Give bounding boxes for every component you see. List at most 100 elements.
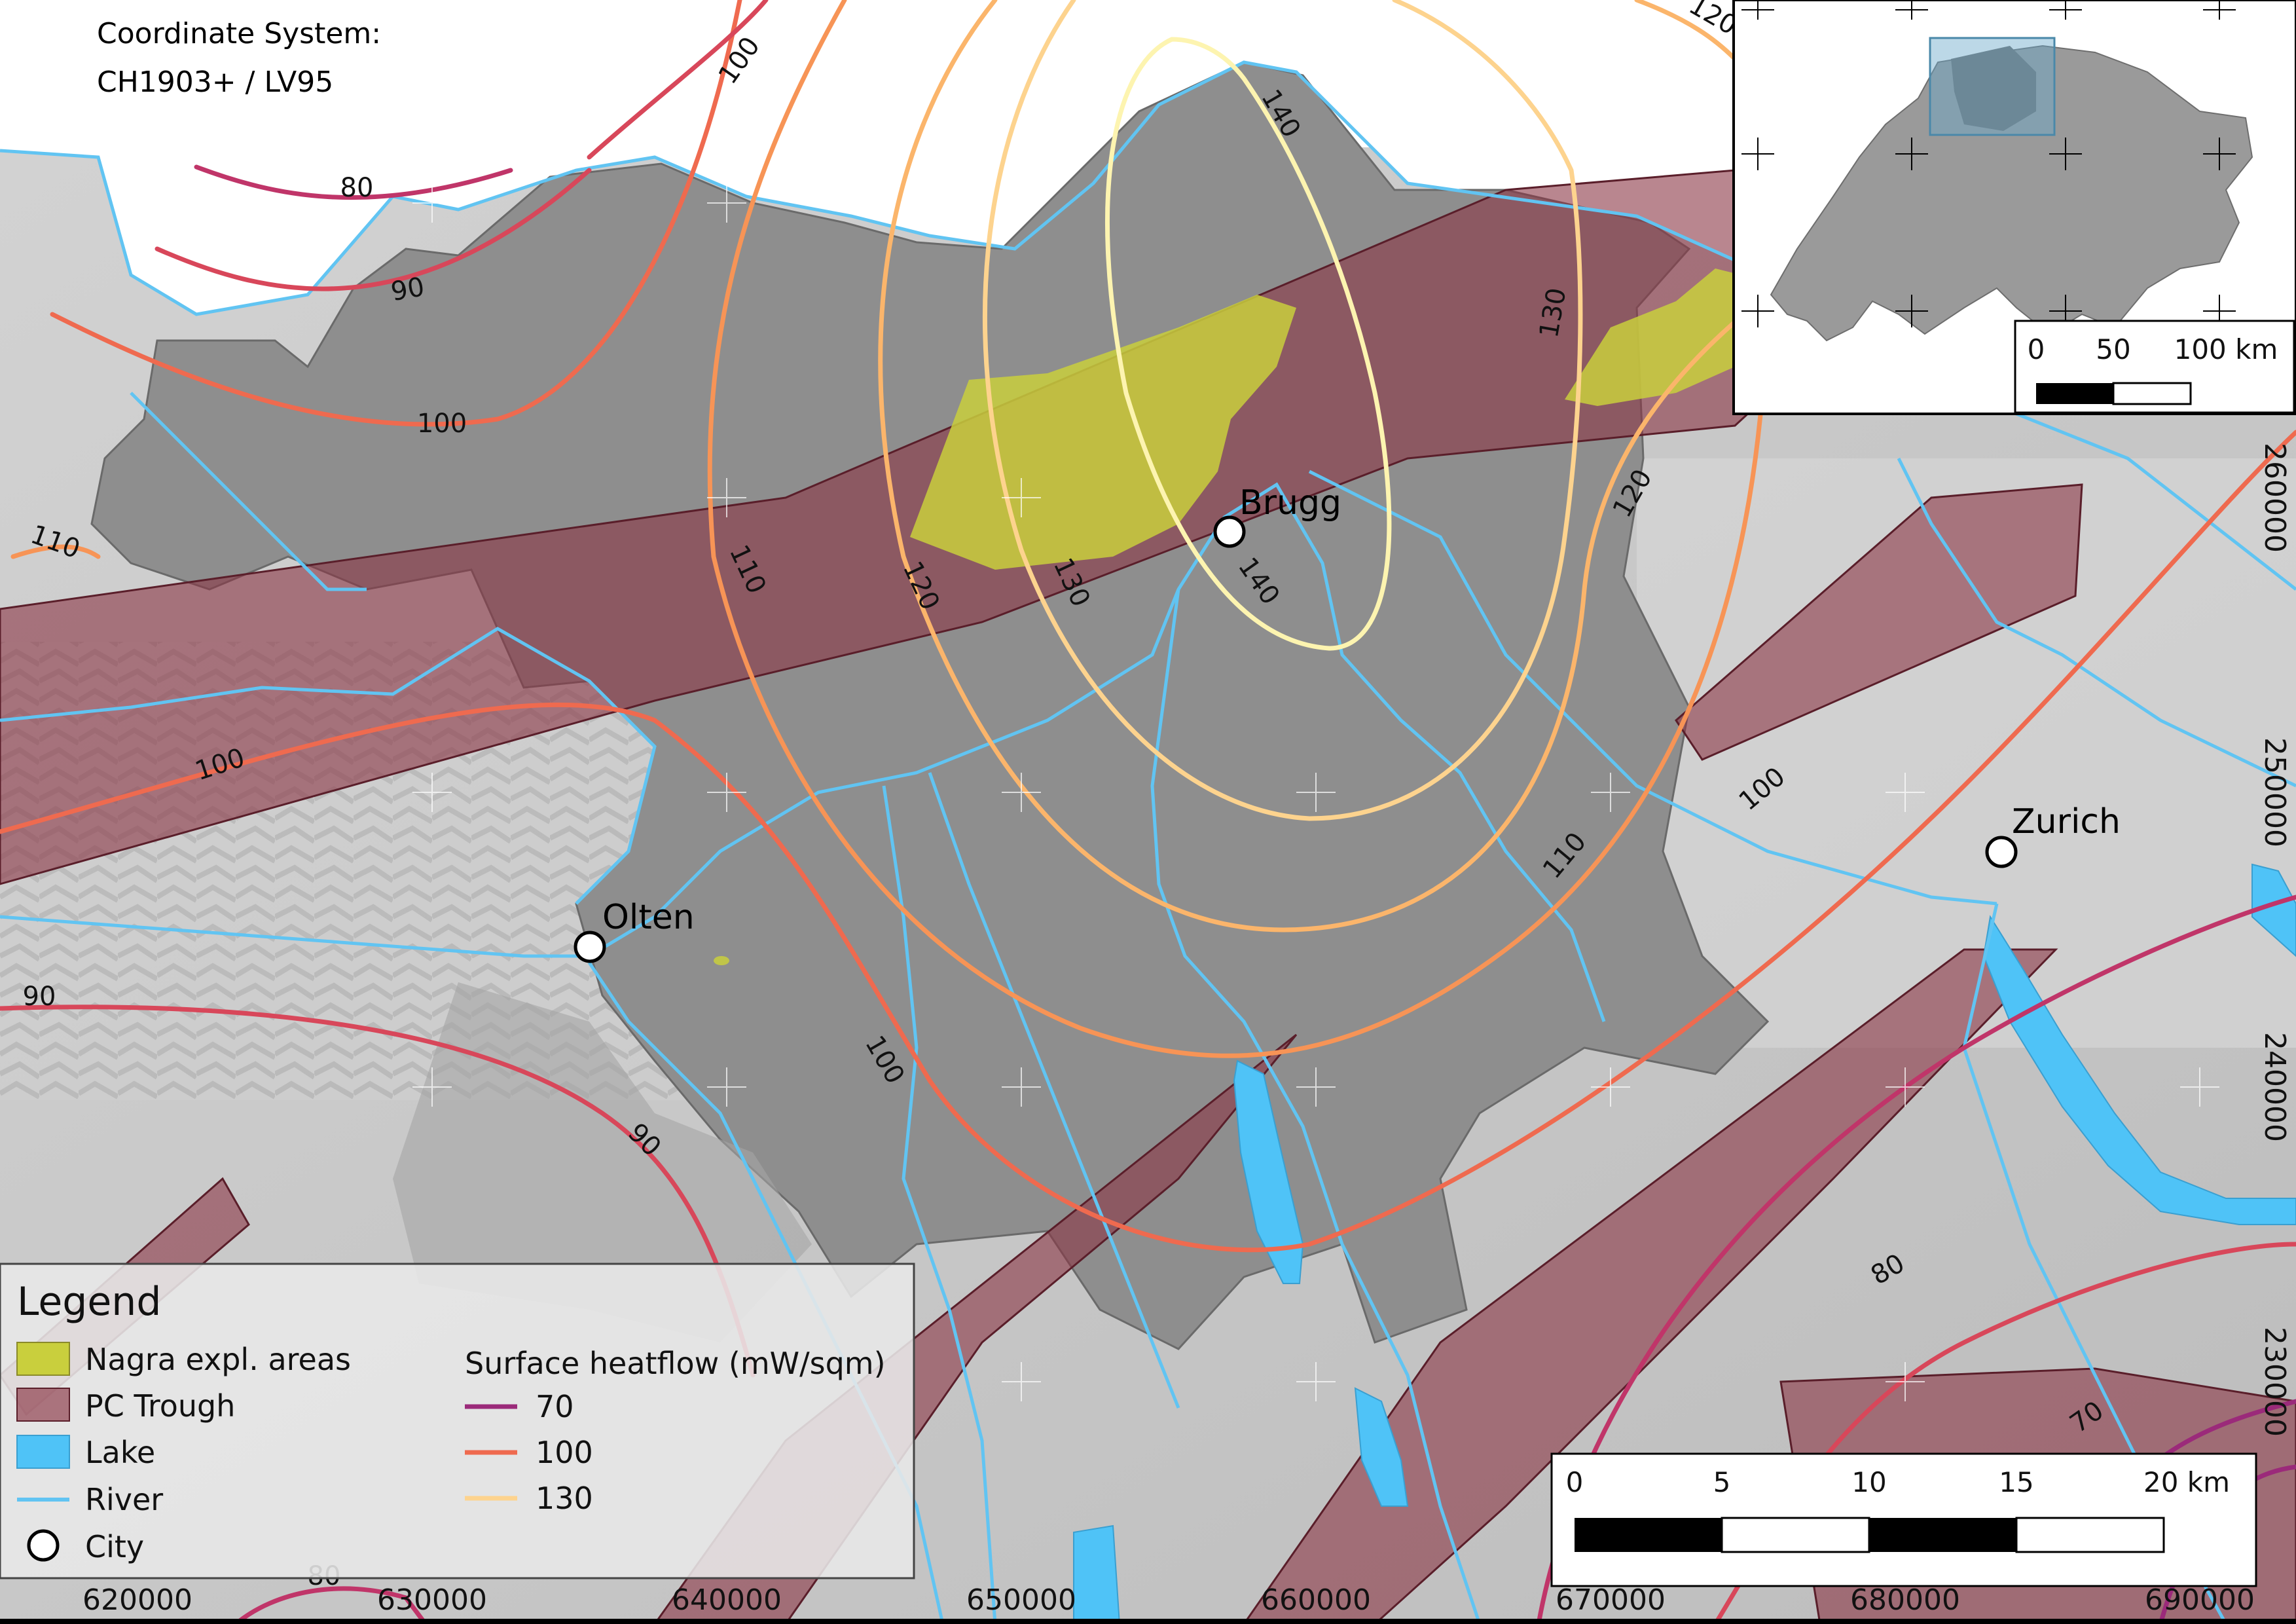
lake-greifensee <box>2251 863 2296 957</box>
y-tick-label: 260000 <box>2258 443 2291 553</box>
city-label-zurich: Zurich <box>2012 802 2121 841</box>
river-wynental <box>928 772 1180 1409</box>
lake-sempach <box>1073 1524 1121 1624</box>
isoline-130-main <box>982 0 1583 821</box>
y-tick-label: 230000 <box>2258 1327 2291 1437</box>
river-aare <box>0 482 1606 1022</box>
isoline-120-main <box>878 0 1770 932</box>
river-west-1 <box>0 627 657 905</box>
legend-label-city: City <box>85 1529 144 1564</box>
city-olten: Olten <box>574 898 695 963</box>
legend-label-hf-100: 100 <box>536 1435 593 1470</box>
contour-label-90-w: 90 <box>23 982 56 1012</box>
isoline-110-w <box>10 544 101 559</box>
river-rhine <box>0 60 2296 316</box>
isoline-140-main <box>1104 37 1392 651</box>
x-axis-labels: 620000 630000 640000 650000 660000 67000… <box>82 1583 2255 1617</box>
nagra-area-zurich-nordost <box>1565 268 1741 406</box>
river-west-2 <box>130 392 367 591</box>
legend-swatch-nagra <box>16 1342 70 1376</box>
city-brugg: Brugg <box>1213 483 1341 548</box>
isoline-120-top-right <box>1634 0 1738 62</box>
inset-grid-crosses <box>1741 0 2236 327</box>
inset-extent-box <box>1929 37 2056 136</box>
inset-scale-black <box>2036 383 2113 404</box>
legend-label-hf-130: 130 <box>536 1481 593 1516</box>
crs-line-2: CH1903+ / LV95 <box>97 65 333 99</box>
legend-heatflow-title: Surface heatflow (mW/sqm) <box>465 1346 886 1381</box>
crs-note: Coordinate System: CH1903+ / LV95 <box>97 17 381 99</box>
legend-label-nagra: Nagra expl. areas <box>85 1342 351 1377</box>
y-tick-label: 240000 <box>2258 1032 2291 1142</box>
river-toess <box>1897 457 2296 788</box>
city-zurich: Zurich <box>1985 802 2121 868</box>
city-marker <box>1213 515 1246 548</box>
inset-scale-100: 100 km <box>2174 333 2278 365</box>
x-tick-label: 640000 <box>672 1583 782 1617</box>
scale-seg-4 <box>2015 1517 2165 1553</box>
isoline-80-nw <box>194 164 513 200</box>
lake-zurich <box>1982 915 2296 1225</box>
contour-label-90-nw: 90 <box>389 272 427 307</box>
river-limmat <box>1308 470 1997 906</box>
x-tick-label: 620000 <box>82 1583 192 1617</box>
legend-box <box>0 1263 915 1579</box>
cities: Brugg Olten Zurich <box>574 483 2121 963</box>
scale-label-15: 15 <box>1999 1466 2033 1498</box>
isoline-100-w <box>0 430 2296 1253</box>
y-axis-labels: 260000 250000 240000 230000 <box>2258 443 2291 1437</box>
city-marker <box>1985 836 2018 868</box>
inset-switzerland-shape <box>1770 45 2253 342</box>
scale-label-10: 10 <box>1851 1466 1886 1498</box>
isoline-90-w <box>0 1005 756 1378</box>
x-tick-label: 680000 <box>1850 1583 1960 1617</box>
x-tick-label: 650000 <box>966 1583 1076 1617</box>
legend-swatch-lake <box>16 1435 70 1469</box>
x-tick-label: 630000 <box>377 1583 487 1617</box>
lakes <box>1073 863 2296 1624</box>
pc-trough-east <box>1675 483 2083 761</box>
legend-swatch-pc-trough <box>16 1388 70 1422</box>
isoline-100-top <box>587 0 769 160</box>
legend-swatch-city <box>27 1529 60 1562</box>
y-tick-label: 250000 <box>2258 737 2291 847</box>
overview-inset: 0 50 100 km <box>1732 0 2296 415</box>
contour-label-100-nw: 100 <box>417 409 467 439</box>
city-label-olten: Olten <box>602 898 695 937</box>
x-tick-label: 670000 <box>1556 1583 1666 1617</box>
inset-scale-50: 50 <box>2096 333 2130 365</box>
city-marker <box>574 931 606 963</box>
legend-label-river: River <box>85 1482 163 1517</box>
isoline-110-main <box>707 0 1770 1058</box>
river-south-west <box>587 961 945 1624</box>
city-label-brugg: Brugg <box>1239 483 1341 523</box>
scale-seg-2 <box>1721 1517 1870 1553</box>
scale-label-20: 20 km <box>2143 1466 2230 1498</box>
scale-bar: 0 5 10 15 20 km <box>1550 1452 2257 1587</box>
inset-scale-white <box>2112 382 2192 405</box>
isoline-80-bottom <box>233 1586 428 1624</box>
pc-trough-south-east <box>1243 948 2058 1624</box>
legend-label-lake: Lake <box>85 1435 155 1470</box>
inset-scale-0: 0 <box>2028 333 2045 365</box>
crs-line-1: Coordinate System: <box>97 17 381 50</box>
lake-hallwil <box>1233 1060 1304 1284</box>
nagra-area-small <box>714 956 729 965</box>
x-tick-label: 690000 <box>2145 1583 2255 1617</box>
legend-label-hf-70: 70 <box>536 1389 574 1424</box>
scale-seg-3 <box>1869 1518 2016 1552</box>
grid-crosses <box>412 183 2219 1401</box>
inset-aargau-shape <box>1951 46 2036 131</box>
lowland-region <box>393 982 812 1342</box>
isoline-100-nw <box>50 0 742 427</box>
scale-label-5: 5 <box>1713 1466 1731 1498</box>
lake-baldegg <box>1354 1387 1409 1507</box>
rivers <box>0 60 2296 1624</box>
isoline-90-nw <box>155 168 592 291</box>
bottom-frame-strip <box>0 1619 2296 1624</box>
legend-title: Legend <box>17 1279 161 1325</box>
legend-label-pc-trough: PC Trough <box>85 1388 235 1424</box>
